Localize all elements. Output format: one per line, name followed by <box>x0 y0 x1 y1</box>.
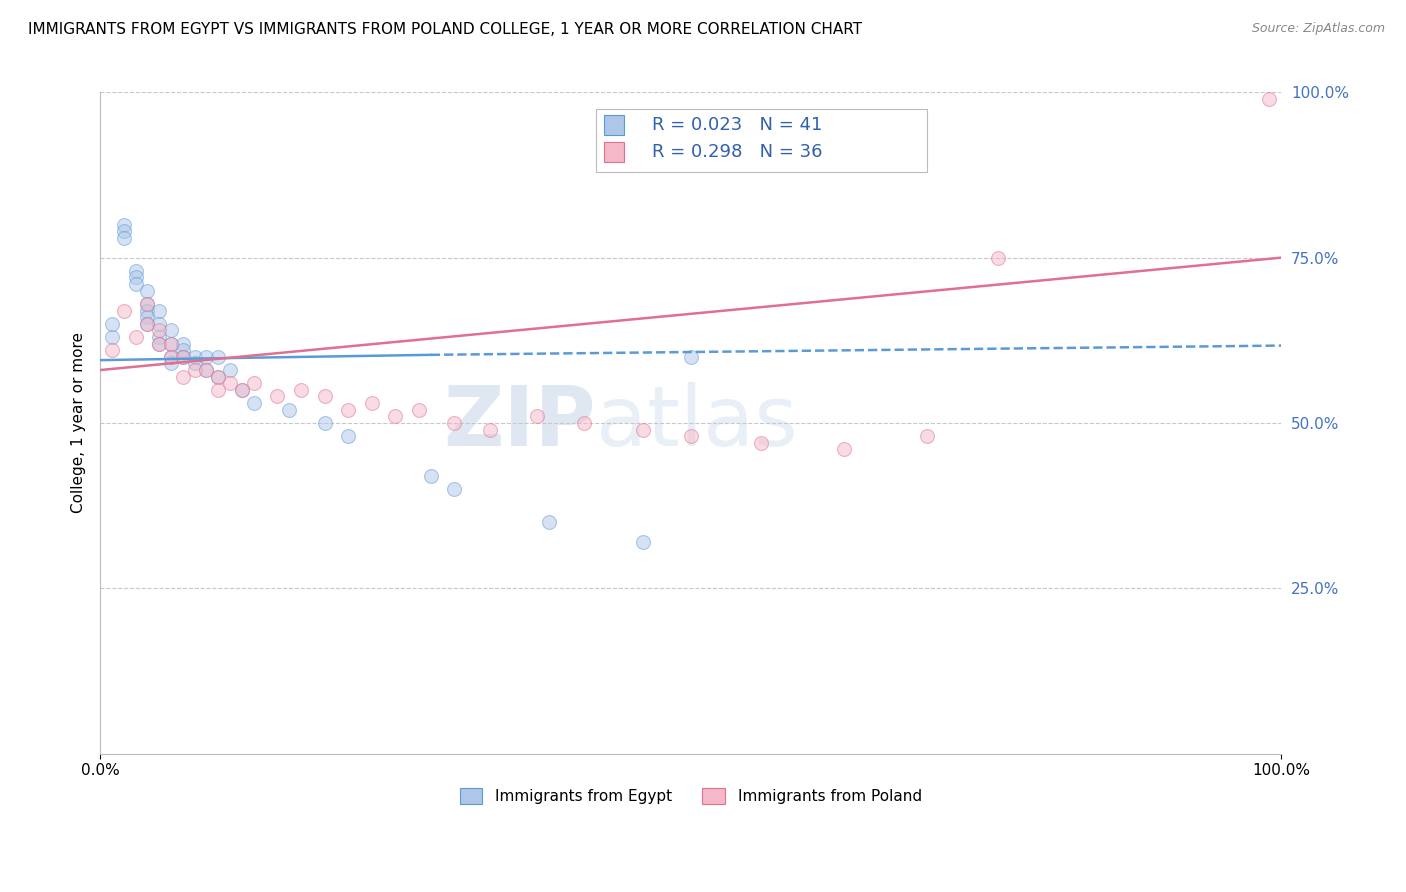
Point <box>160 336 183 351</box>
Point <box>136 317 159 331</box>
Point <box>124 277 146 291</box>
Point <box>679 350 702 364</box>
Point <box>207 350 229 364</box>
Legend: Immigrants from Egypt, Immigrants from Poland: Immigrants from Egypt, Immigrants from P… <box>451 780 929 812</box>
Point <box>219 363 242 377</box>
Point <box>160 336 183 351</box>
Text: R = 0.023   N = 41: R = 0.023 N = 41 <box>651 117 823 135</box>
Point <box>207 369 229 384</box>
Point <box>183 356 205 370</box>
Point <box>101 343 124 358</box>
Point <box>183 350 205 364</box>
Point <box>219 376 242 391</box>
Point <box>915 429 938 443</box>
Point <box>537 515 560 529</box>
Point <box>242 376 264 391</box>
Point <box>679 429 702 443</box>
Point <box>148 323 170 337</box>
Point <box>148 336 170 351</box>
Point <box>574 416 596 430</box>
Point <box>124 264 146 278</box>
Point <box>172 343 194 358</box>
Point <box>172 336 194 351</box>
Point <box>337 429 360 443</box>
Point <box>124 270 146 285</box>
Point <box>112 231 135 245</box>
Point <box>443 482 465 496</box>
Point <box>242 396 264 410</box>
Point <box>231 383 253 397</box>
Point <box>314 416 336 430</box>
Point <box>207 383 229 397</box>
Point <box>172 350 194 364</box>
FancyBboxPatch shape <box>596 109 927 171</box>
Point <box>526 409 548 424</box>
Point <box>148 330 170 344</box>
Point <box>101 317 124 331</box>
Point <box>148 317 170 331</box>
Point <box>314 389 336 403</box>
Point <box>112 303 135 318</box>
Point <box>290 383 312 397</box>
Y-axis label: College, 1 year or more: College, 1 year or more <box>72 333 86 514</box>
Point <box>360 396 382 410</box>
Point <box>266 389 288 403</box>
Point <box>112 224 135 238</box>
Text: atlas: atlas <box>596 383 797 464</box>
Point <box>124 330 146 344</box>
Point <box>987 251 1010 265</box>
Point <box>633 423 655 437</box>
Point <box>419 468 441 483</box>
Point <box>160 350 183 364</box>
Point <box>101 330 124 344</box>
Text: Source: ZipAtlas.com: Source: ZipAtlas.com <box>1251 22 1385 36</box>
Point <box>148 303 170 318</box>
Point <box>478 423 501 437</box>
Point <box>832 442 855 457</box>
Point <box>633 535 655 549</box>
Point <box>136 303 159 318</box>
Point <box>207 369 229 384</box>
Point <box>160 356 183 370</box>
Point <box>136 297 159 311</box>
Text: ZIP: ZIP <box>444 383 596 464</box>
Point <box>231 383 253 397</box>
Point <box>172 350 194 364</box>
Point <box>148 336 170 351</box>
Point <box>1258 92 1281 106</box>
Point <box>136 284 159 298</box>
Text: IMMIGRANTS FROM EGYPT VS IMMIGRANTS FROM POLAND COLLEGE, 1 YEAR OR MORE CORRELAT: IMMIGRANTS FROM EGYPT VS IMMIGRANTS FROM… <box>28 22 862 37</box>
Point <box>183 363 205 377</box>
Point <box>443 416 465 430</box>
Point <box>337 402 360 417</box>
Point <box>136 297 159 311</box>
Point <box>172 369 194 384</box>
Point <box>112 218 135 232</box>
Point <box>195 363 218 377</box>
Point <box>408 402 430 417</box>
Point <box>278 402 301 417</box>
Point <box>160 323 183 337</box>
Point <box>751 435 773 450</box>
Point <box>195 350 218 364</box>
Point <box>195 363 218 377</box>
Point <box>160 350 183 364</box>
Point <box>136 317 159 331</box>
Point <box>384 409 406 424</box>
Point <box>136 310 159 325</box>
Text: R = 0.298   N = 36: R = 0.298 N = 36 <box>651 143 823 161</box>
